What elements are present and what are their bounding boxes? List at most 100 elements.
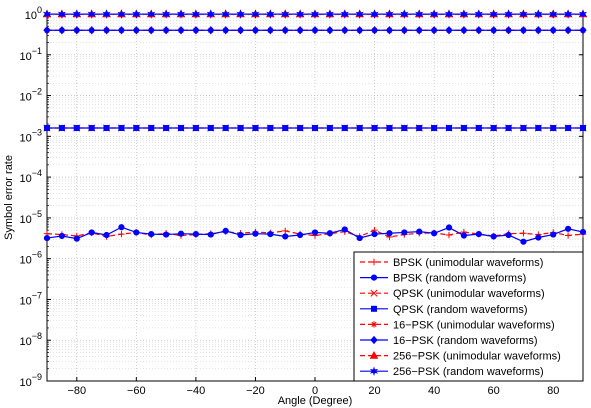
x-tick-label: 0 [312,385,318,397]
data-point [297,125,304,132]
legend-label: BPSK (random waveforms) [393,273,526,285]
data-point [133,229,140,236]
data-point [58,125,65,132]
data-point [103,231,110,239]
x-axis-label: Angle (Degree) [278,395,353,407]
legend: BPSK (unimodular waveforms) BPSK (random … [353,251,584,382]
series-6 [43,26,587,35]
data-point [282,125,289,132]
data-point [385,26,394,35]
legend-item: 256−PSK (random waveforms) [360,366,544,378]
data-point [58,26,66,35]
data-point [416,125,423,132]
legend-label: 256−PSK (random waveforms) [393,366,544,378]
y-tick-label: 10−1 [19,46,42,63]
data-point [222,125,229,132]
x-tick-label: −40 [187,385,206,397]
data-point [252,125,259,132]
data-point [221,9,230,19]
data-point [117,9,126,19]
y-tick-label-base: 10 [19,295,31,307]
y-tick-label-base: 10 [19,214,31,226]
legend-item: QPSK (random waveforms) [360,304,527,316]
data-point [474,9,483,19]
series-2 [43,224,587,245]
y-tick-label: 10−5 [19,209,42,226]
data-point [148,231,155,238]
data-point [87,26,96,35]
data-point [341,125,348,132]
data-point [325,9,335,19]
y-tick-label-base: 10 [19,92,31,104]
legend-marker [371,305,377,312]
data-point [340,9,349,19]
data-point [192,26,200,35]
y-tick-label: 10−6 [19,250,42,267]
y-tick-label-base: 10 [19,336,31,348]
y-tick-label-base: 10 [19,51,31,63]
y-tick-label-base: 10 [19,132,31,144]
legend-marker [369,350,379,359]
data-point [371,231,378,238]
data-point [251,26,260,35]
x-tick-label: 40 [428,385,440,397]
legend-marker [370,274,378,281]
data-point [72,9,81,19]
data-point [490,233,497,240]
data-point [504,26,513,35]
legend-marker [370,321,378,328]
data-point [43,234,51,242]
data-point [44,125,50,132]
series-8 [42,9,588,19]
data-point [178,125,184,132]
data-point [207,231,214,238]
data-point [580,125,586,132]
data-point [578,9,588,19]
y-tick-label-exponent: −2 [32,87,42,97]
legend-item: 16−PSK (random waveforms) [360,335,538,347]
data-point [310,9,320,19]
data-point [519,26,528,35]
data-point [43,26,51,35]
data-point [550,231,557,238]
data-point [177,26,185,35]
data-point [563,9,573,19]
data-point [237,231,244,239]
y-tick-label-exponent: −5 [32,209,42,219]
data-point [163,231,170,238]
data-point [355,26,364,35]
data-point [58,232,65,240]
data-point [400,9,409,19]
data-point [430,26,438,35]
data-point [207,125,214,132]
data-point [311,229,319,236]
data-point [267,231,274,238]
data-point [356,125,363,132]
data-point [356,234,363,242]
data-point [191,9,201,19]
legend-marker [370,335,378,345]
legend-item: QPSK (unimodular waveforms) [360,288,545,300]
data-point [163,125,170,132]
data-point [416,228,423,235]
data-point [341,226,348,233]
data-point [520,125,527,132]
data-point [192,125,199,132]
data-point [206,9,215,19]
y-tick-label: 10−3 [19,127,42,144]
data-point [431,230,438,237]
data-point [252,230,259,237]
data-point [415,26,423,35]
data-point [444,9,454,19]
data-point [103,125,110,132]
data-point [475,231,482,238]
data-point [326,125,333,132]
data-point [534,26,543,35]
legend-label: QPSK (unimodular waveforms) [393,288,545,300]
legend-marker [370,258,378,266]
data-point [535,234,542,241]
data-point [282,227,289,235]
data-point [42,9,52,19]
y-tick-label: 10−8 [19,331,42,348]
